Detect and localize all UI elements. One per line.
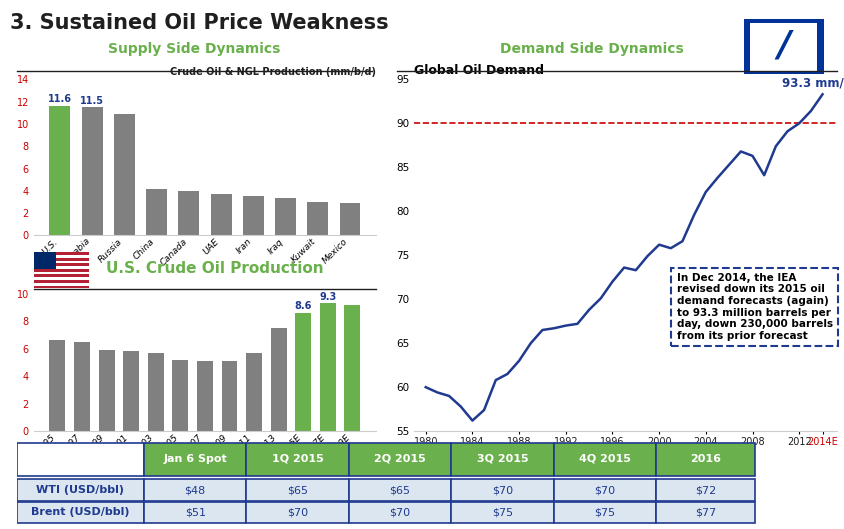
Bar: [451, 479, 553, 501]
Text: $77: $77: [694, 507, 715, 517]
Bar: [34, 275, 89, 277]
Bar: [451, 443, 553, 476]
Text: $70: $70: [389, 507, 410, 517]
Bar: [172, 360, 188, 431]
Text: $75: $75: [491, 507, 512, 517]
Bar: [143, 501, 246, 523]
Bar: [143, 479, 246, 501]
Text: $51: $51: [185, 507, 205, 517]
Bar: [34, 261, 89, 263]
Bar: [17, 479, 143, 501]
Bar: [349, 479, 451, 501]
Text: 3. Sustained Oil Price Weakness: 3. Sustained Oil Price Weakness: [10, 13, 388, 33]
Text: $65: $65: [389, 485, 410, 495]
Bar: [34, 272, 89, 275]
Text: /: /: [776, 28, 789, 62]
Bar: [242, 196, 263, 235]
Bar: [74, 342, 89, 431]
Bar: [34, 258, 89, 261]
Bar: [246, 479, 349, 501]
Text: Brent (USD/bbl): Brent (USD/bbl): [31, 507, 129, 517]
FancyBboxPatch shape: [743, 19, 823, 74]
Bar: [221, 361, 237, 431]
Text: $70: $70: [491, 485, 512, 495]
Bar: [34, 266, 89, 269]
Bar: [349, 501, 451, 523]
Text: 8.6: 8.6: [295, 302, 311, 312]
Bar: [656, 443, 754, 476]
Bar: [320, 303, 335, 431]
Bar: [82, 107, 102, 235]
Bar: [146, 188, 167, 235]
Bar: [274, 197, 295, 235]
Bar: [451, 501, 553, 523]
Bar: [553, 443, 656, 476]
Text: $48: $48: [184, 485, 206, 495]
Text: $65: $65: [287, 485, 308, 495]
Bar: [34, 252, 89, 255]
Bar: [34, 263, 89, 266]
Bar: [656, 479, 754, 501]
Bar: [34, 277, 89, 280]
Bar: [178, 191, 199, 235]
Bar: [344, 305, 360, 431]
Text: Demand Side Dynamics: Demand Side Dynamics: [499, 42, 683, 56]
Bar: [34, 283, 89, 286]
Bar: [339, 203, 360, 235]
Bar: [553, 479, 656, 501]
Bar: [148, 353, 164, 431]
Text: 93.3 mm/b/d: 93.3 mm/b/d: [781, 77, 844, 90]
Text: 11.6: 11.6: [48, 95, 72, 104]
Text: $72: $72: [694, 485, 715, 495]
Bar: [99, 350, 115, 431]
Text: Supply Side Dynamics: Supply Side Dynamics: [108, 42, 280, 56]
Bar: [656, 501, 754, 523]
Bar: [49, 106, 70, 235]
Bar: [17, 443, 143, 476]
Bar: [553, 501, 656, 523]
Text: 11.5: 11.5: [80, 96, 104, 106]
Bar: [349, 443, 451, 476]
Text: $70: $70: [593, 485, 614, 495]
Bar: [34, 280, 89, 283]
FancyBboxPatch shape: [749, 23, 816, 70]
Bar: [197, 361, 213, 431]
Text: U.S. Crude Oil Production: U.S. Crude Oil Production: [106, 261, 323, 276]
Text: $70: $70: [287, 507, 308, 517]
Text: 2Q 2015: 2Q 2015: [374, 454, 425, 464]
Bar: [17, 501, 143, 523]
Text: Crude Oil & NGL Production (mm/b/d): Crude Oil & NGL Production (mm/b/d): [170, 67, 376, 77]
Text: Global Oil Demand: Global Oil Demand: [414, 64, 544, 77]
Bar: [246, 353, 262, 431]
Bar: [34, 255, 89, 258]
Text: 9.3: 9.3: [319, 292, 336, 302]
Text: 2016: 2016: [689, 454, 720, 464]
Bar: [34, 286, 89, 288]
Text: WTI (USD/bbl): WTI (USD/bbl): [36, 485, 124, 495]
Text: 1Q 2015: 1Q 2015: [272, 454, 323, 464]
Bar: [246, 443, 349, 476]
Bar: [114, 114, 135, 235]
Text: $75: $75: [593, 507, 614, 517]
Bar: [307, 202, 327, 235]
Text: In Dec 2014, the IEA
revised down its 2015 oil
demand forecasts (again)
to 93.3 : In Dec 2014, the IEA revised down its 20…: [676, 273, 832, 341]
Bar: [143, 443, 246, 476]
Text: 3Q 2015: 3Q 2015: [476, 454, 528, 464]
Text: 4Q 2015: 4Q 2015: [578, 454, 630, 464]
Bar: [210, 194, 231, 235]
Bar: [270, 328, 286, 431]
Bar: [246, 501, 349, 523]
Bar: [49, 340, 65, 431]
Bar: [295, 313, 311, 431]
Text: Jan 6 Spot: Jan 6 Spot: [163, 454, 227, 464]
Bar: [34, 269, 89, 272]
Bar: [123, 351, 139, 431]
Bar: [34, 252, 56, 269]
